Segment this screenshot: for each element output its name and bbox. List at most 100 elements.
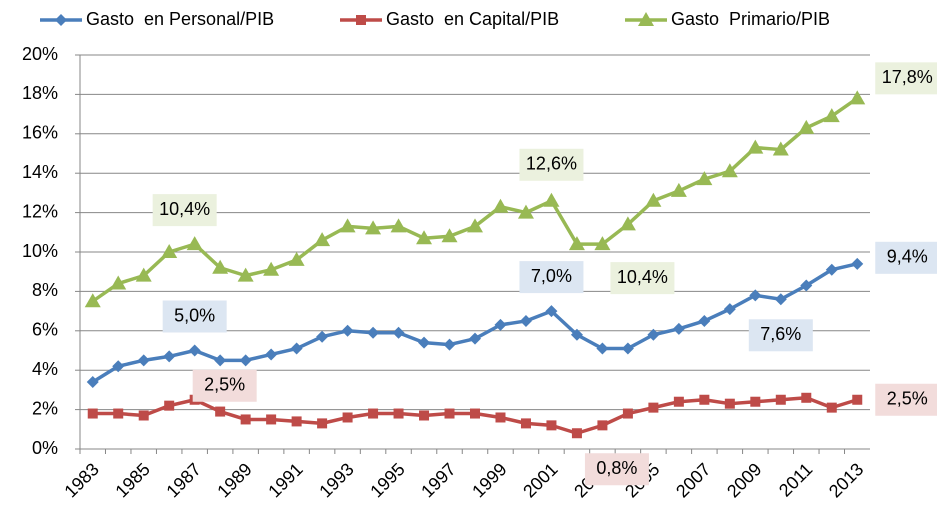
marker [823, 108, 840, 123]
marker [419, 410, 430, 421]
marker [724, 398, 735, 409]
x-tick-label: 1999 [468, 459, 510, 501]
marker [517, 204, 534, 219]
marker [214, 354, 227, 367]
data-label-box [584, 453, 649, 486]
marker [317, 418, 328, 429]
marker [290, 342, 303, 355]
marker [135, 267, 152, 282]
data-label-box [610, 262, 675, 295]
data-label: 7,0% [531, 266, 572, 286]
marker [638, 12, 654, 26]
marker [495, 412, 506, 423]
marker [749, 289, 762, 302]
data-label-box [875, 383, 937, 416]
marker [113, 408, 124, 419]
y-tick-label: 16% [22, 123, 58, 143]
y-tick-label: 10% [22, 241, 58, 261]
data-label: 9,4% [887, 247, 928, 267]
marker [339, 218, 356, 233]
marker [621, 342, 634, 355]
marker [670, 182, 687, 197]
y-tick-label: 14% [22, 162, 58, 182]
marker [316, 330, 329, 343]
marker [849, 90, 866, 105]
marker [774, 293, 787, 306]
legend-label: Gasto en Personal/PIB [86, 9, 274, 29]
marker [390, 218, 407, 233]
marker [356, 15, 366, 25]
marker [800, 279, 813, 292]
marker [112, 360, 125, 373]
data-label-box [875, 62, 937, 95]
marker [851, 257, 864, 270]
marker [571, 428, 582, 439]
marker [647, 328, 660, 341]
marker [263, 261, 280, 276]
marker [494, 318, 507, 331]
data-label-box [162, 300, 227, 333]
x-tick-label: 1993 [315, 459, 357, 501]
data-label: 2,5% [887, 389, 928, 409]
marker [545, 305, 558, 318]
marker [314, 232, 331, 247]
marker [825, 263, 838, 276]
marker [55, 14, 67, 26]
marker [84, 293, 101, 308]
x-tick-label: 2013 [825, 459, 867, 501]
marker [852, 394, 863, 405]
marker [137, 354, 150, 367]
marker [775, 394, 786, 405]
x-tick-label: 1989 [213, 459, 255, 501]
data-label: 0,8% [596, 458, 637, 478]
marker [441, 228, 458, 243]
y-tick-label: 12% [22, 201, 58, 221]
x-tick-label: 2011 [775, 459, 817, 501]
data-label-box [519, 148, 584, 181]
y-tick-label: 2% [32, 398, 58, 418]
marker [597, 420, 608, 431]
data-label: 7,6% [760, 324, 801, 344]
marker [673, 396, 684, 407]
marker [520, 418, 531, 429]
marker [469, 332, 481, 345]
marker [470, 408, 480, 419]
marker [163, 350, 176, 363]
marker [164, 400, 175, 411]
marker [519, 314, 532, 327]
data-label: 12,6% [526, 154, 577, 174]
x-tick-label: 1983 [60, 459, 102, 501]
marker [239, 354, 252, 367]
data-label: 10,4% [159, 199, 210, 219]
marker [826, 402, 837, 413]
x-tick-label: 1985 [111, 459, 153, 501]
y-tick-label: 4% [32, 359, 58, 379]
marker [596, 342, 609, 355]
x-tick-label: 1987 [162, 459, 204, 501]
data-label: 17,8% [882, 67, 933, 87]
series: 2,5% 0,8% 2,5% [87, 369, 937, 486]
marker [288, 251, 305, 266]
marker [648, 402, 659, 413]
marker [87, 408, 98, 419]
y-tick-label: 6% [32, 320, 58, 340]
marker [392, 326, 405, 339]
marker [747, 139, 764, 154]
marker [443, 338, 456, 351]
x-tick-label: 2009 [723, 459, 765, 501]
legend-label: Gasto Primario/PIB [671, 9, 830, 29]
x-tick-label: 2001 [519, 459, 561, 501]
marker [699, 394, 710, 405]
marker [393, 408, 404, 419]
marker [594, 236, 611, 251]
marker [698, 314, 711, 327]
x-tick-label: 1997 [417, 459, 459, 501]
legend: Gasto en Personal/PIB Gasto en Capital/PI… [40, 9, 830, 29]
marker [444, 408, 455, 419]
marker [266, 414, 277, 425]
marker [365, 220, 382, 235]
x-tick-label: 1991 [264, 459, 306, 501]
data-label-box [192, 369, 257, 402]
marker [212, 259, 229, 274]
